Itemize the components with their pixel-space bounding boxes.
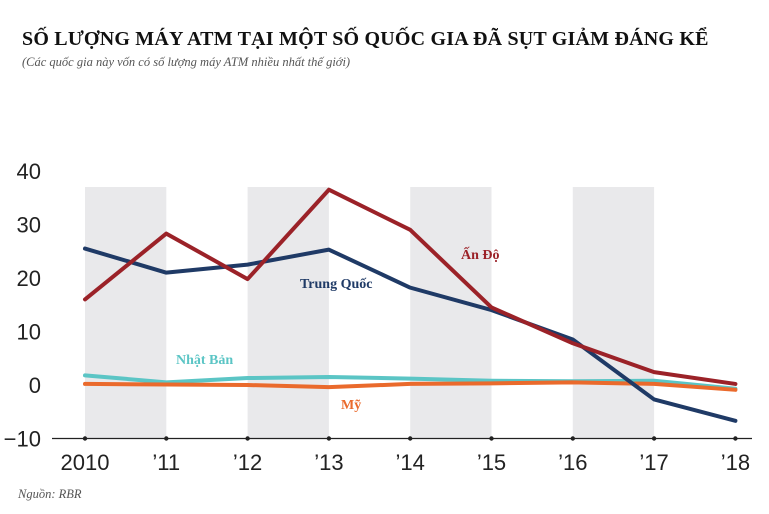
- x-tick-label: ’18: [721, 450, 750, 475]
- x-tick-mark: [82, 436, 88, 441]
- shaded-band-0: [85, 187, 167, 439]
- x-tick-label: ’17: [639, 450, 668, 475]
- x-axis: 2010 ’11 ’12 ’13 ’14 ’15 ’16 ’17 ’18: [52, 436, 752, 475]
- x-tick-mark: [651, 436, 657, 441]
- x-tick-label: ’16: [558, 450, 587, 475]
- series-line-1: [83, 246, 738, 423]
- source-note: Nguồn: RBR: [18, 487, 82, 501]
- x-tick-label: 2010: [61, 450, 110, 475]
- series-label: Ấn Độ: [461, 246, 500, 263]
- y-tick-label: −10: [4, 427, 41, 452]
- y-tick-label: 20: [17, 266, 41, 291]
- x-tick-label: ’11: [152, 450, 180, 475]
- y-tick-label: 10: [17, 320, 41, 345]
- shaded-band-1: [247, 187, 329, 439]
- series-label: Trung Quốc: [300, 277, 372, 292]
- x-tick-mark: [326, 436, 332, 441]
- x-tick-mark: [570, 436, 575, 441]
- x-tick-label: ’13: [314, 450, 343, 475]
- x-tick-mark: [733, 436, 738, 441]
- shaded-band-3: [572, 187, 655, 439]
- y-tick-label: 30: [17, 213, 41, 238]
- series-label: Nhật Bản: [176, 353, 233, 368]
- x-tick-mark: [245, 436, 250, 441]
- x-tick-label: ’15: [477, 450, 506, 475]
- y-axis: 40 30 20 10 0 −10: [4, 159, 41, 452]
- series-line-3: [83, 380, 738, 392]
- chart-title: SỐ LƯỢNG MÁY ATM TẠI MỘT SỐ QUỐC GIA ĐÃ …: [22, 28, 709, 50]
- series-lines: [83, 187, 738, 423]
- y-tick-label: 0: [29, 373, 41, 398]
- x-tick-label: ’14: [396, 450, 425, 475]
- x-tick-label: ’12: [233, 450, 262, 475]
- x-tick-mark: [408, 436, 413, 441]
- series-labels: Ấn Độ Trung Quốc Nhật Bản Mỹ: [176, 246, 500, 413]
- series-label: Mỹ: [341, 398, 361, 413]
- x-tick-mark: [489, 436, 494, 441]
- shaded-bands: [85, 187, 655, 439]
- shaded-band-2: [410, 187, 492, 439]
- chart-subtitle: (Các quốc gia này vốn có số lượng máy AT…: [22, 55, 351, 69]
- y-tick-label: 40: [17, 159, 41, 184]
- series-line-0: [83, 187, 738, 386]
- x-tick-mark: [164, 436, 169, 441]
